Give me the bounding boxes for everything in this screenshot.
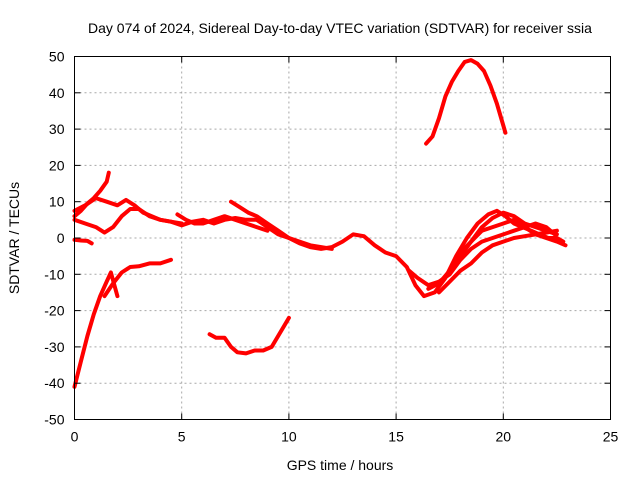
chart-grid (74, 56, 611, 420)
chart-title: Day 074 of 2024, Sidereal Day-to-day VTE… (88, 20, 592, 36)
series-arc-2 (102, 257, 173, 299)
series-arc-13 (424, 58, 508, 146)
x-tick-label: 20 (496, 429, 512, 445)
y-tick-label: -50 (44, 412, 64, 428)
x-tick-label: 0 (71, 429, 79, 445)
y-tick-label: -10 (44, 266, 64, 282)
series-arc-10 (426, 210, 559, 291)
series-arc-6 (72, 237, 94, 246)
x-tick-label: 25 (603, 429, 619, 445)
series-arc-14 (207, 315, 291, 356)
y-tick-label: 40 (49, 85, 65, 101)
series-arc-1 (72, 270, 120, 389)
y-axis-label: SDTVAR / TECUs (6, 182, 22, 294)
series-arc-12 (458, 217, 568, 255)
chart-series (72, 58, 568, 389)
y-tick-label: 50 (49, 49, 65, 65)
y-tick-label: -30 (44, 339, 64, 355)
series-arc-7 (175, 212, 270, 233)
y-tick-label: 20 (49, 157, 65, 173)
y-tick-label: 0 (57, 230, 65, 246)
y-tick-label: -20 (44, 303, 64, 319)
x-tick-label: 5 (178, 429, 186, 445)
axis-ticks: 0 5 10 15 20 25 -50 -40 -30 -20 -10 0 10 20 30 40 50 (44, 49, 618, 445)
x-tick-label: 15 (388, 429, 404, 445)
x-tick-label: 10 (281, 429, 297, 445)
x-axis-label: GPS time / hours (287, 457, 394, 473)
series-arc-8 (229, 199, 566, 299)
y-tick-label: -40 (44, 375, 64, 391)
y-tick-label: 10 (49, 194, 65, 210)
y-tick-label: 30 (49, 121, 65, 137)
